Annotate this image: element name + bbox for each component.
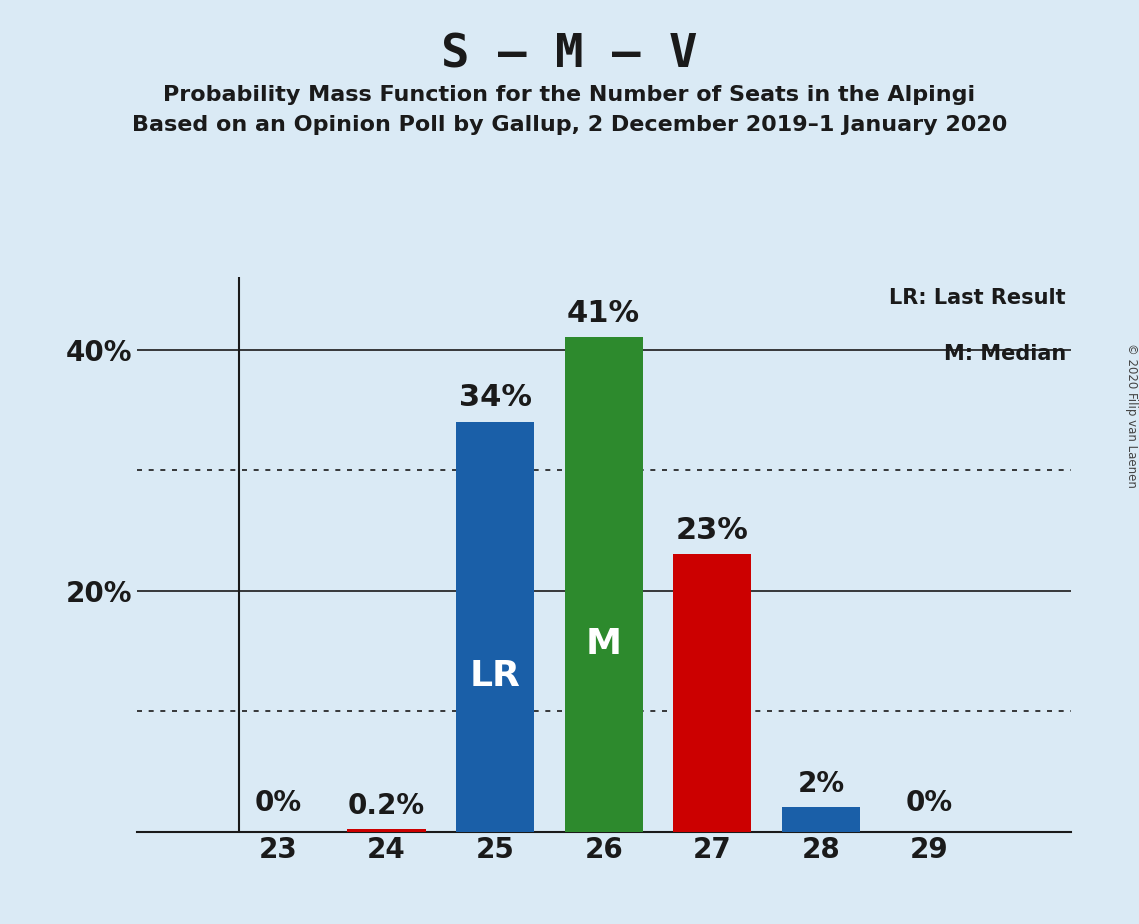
Text: 34%: 34% <box>459 383 532 412</box>
Text: 0%: 0% <box>906 789 953 817</box>
Bar <box>673 554 752 832</box>
Text: M: Median: M: Median <box>944 344 1066 364</box>
Text: LR: Last Result: LR: Last Result <box>890 288 1066 309</box>
Text: S – M – V: S – M – V <box>441 32 698 78</box>
Bar <box>565 337 642 832</box>
Text: Based on an Opinion Poll by Gallup, 2 December 2019–1 January 2020: Based on an Opinion Poll by Gallup, 2 De… <box>132 115 1007 135</box>
Text: 41%: 41% <box>567 298 640 328</box>
Text: 0%: 0% <box>254 789 302 817</box>
Bar <box>347 829 426 832</box>
Bar <box>781 808 860 832</box>
Text: 0.2%: 0.2% <box>347 792 425 820</box>
Text: LR: LR <box>469 659 521 693</box>
Text: M: M <box>585 626 622 661</box>
Bar <box>456 422 534 832</box>
Text: Probability Mass Function for the Number of Seats in the Alpingi: Probability Mass Function for the Number… <box>163 85 976 105</box>
Text: © 2020 Filip van Laenen: © 2020 Filip van Laenen <box>1124 344 1138 488</box>
Text: 2%: 2% <box>797 770 844 797</box>
Text: 23%: 23% <box>675 516 748 545</box>
